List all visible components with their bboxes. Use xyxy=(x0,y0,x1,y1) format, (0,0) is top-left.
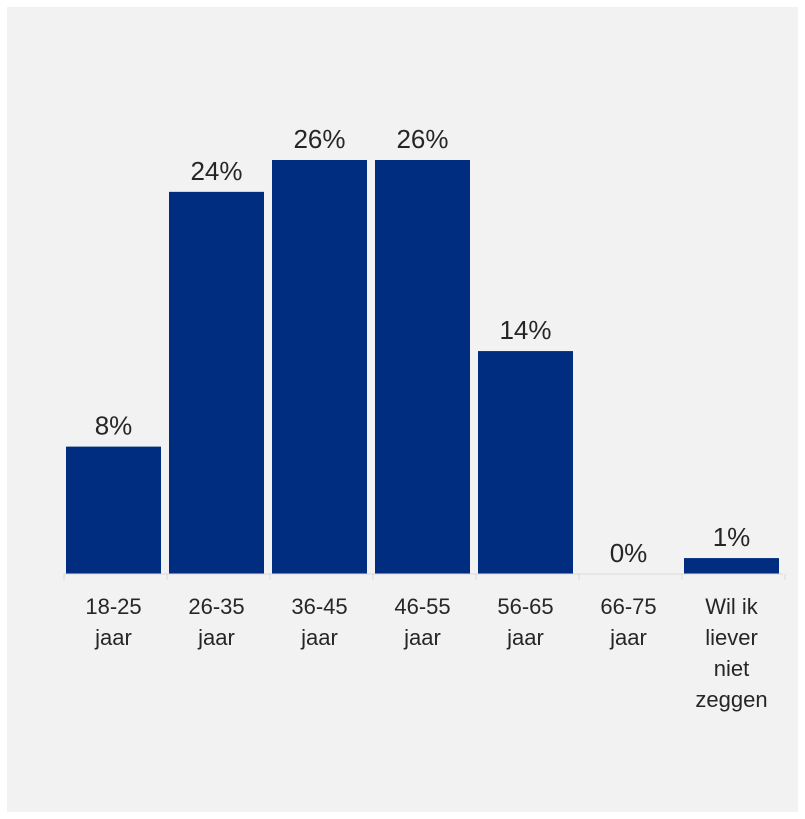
category-label: 36-45 jaar xyxy=(291,594,347,650)
age-distribution-chart: 8% 24% 26% 26% 14% 0% 1% 18-25 jaar 26-35 jaar 36-… xyxy=(63,124,786,712)
category-label: 66-75 jaar xyxy=(600,594,656,650)
bar xyxy=(375,160,470,574)
value-labels-group: 8% 24% 26% 26% 14% 0% 1% xyxy=(95,124,751,568)
category-label: 26-35 jaar xyxy=(188,594,244,650)
bar-value-label: 14% xyxy=(499,315,551,345)
bar xyxy=(66,446,161,574)
x-axis-ticks xyxy=(63,574,786,580)
category-label: 56-65 jaar xyxy=(497,594,553,650)
category-labels-group: 18-25 jaar 26-35 jaar 36-45 jaar 46-55 jaar 56-6… xyxy=(85,594,767,712)
bar xyxy=(478,351,573,574)
bars-group xyxy=(66,160,779,574)
bar xyxy=(169,191,264,574)
bar-value-label: 26% xyxy=(293,124,345,154)
category-label: 18-25 jaar xyxy=(85,594,141,650)
chart-background: 8% 24% 26% 26% 14% 0% 1% 18-25 jaar 26-35 jaar 36-… xyxy=(7,7,798,812)
bar-value-label: 26% xyxy=(396,124,448,154)
category-label: Wil ik liever niet zeggen xyxy=(695,594,767,712)
bar-value-label: 8% xyxy=(95,411,133,441)
bar-value-label: 24% xyxy=(190,156,242,186)
bar xyxy=(272,160,367,574)
bar-value-label: 0% xyxy=(610,538,648,568)
bar-value-label: 1% xyxy=(713,522,751,552)
bar xyxy=(684,558,779,574)
category-label: 46-55 jaar xyxy=(394,594,450,650)
